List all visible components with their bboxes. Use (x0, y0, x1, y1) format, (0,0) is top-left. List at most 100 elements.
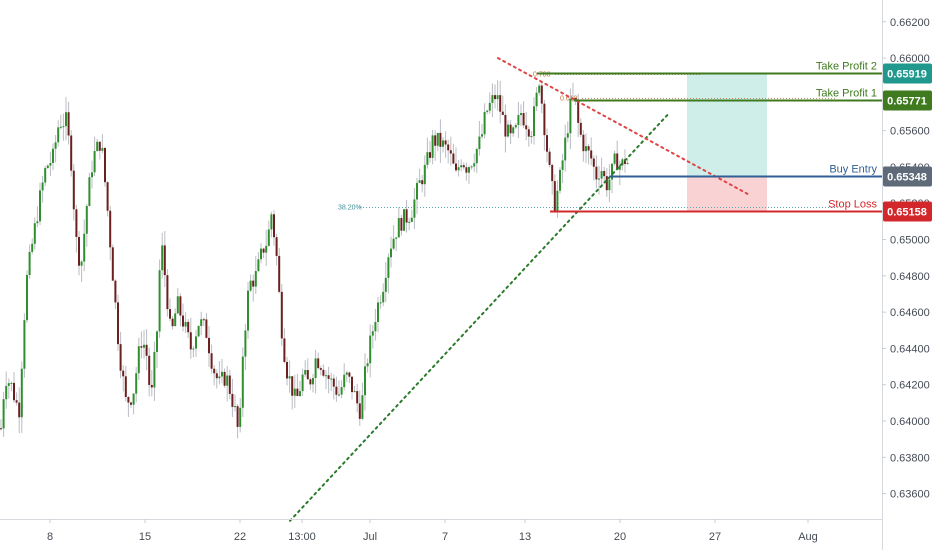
y-tick-label: 0.64400 (890, 343, 930, 355)
candle-body (325, 375, 327, 377)
candle-body (590, 150, 593, 159)
candle-body (241, 356, 244, 408)
trendline[interactable] (289, 113, 669, 522)
candle-body (158, 270, 161, 332)
candle-body (296, 388, 299, 397)
candle-body (104, 147, 106, 183)
candle-body (530, 136, 533, 138)
candle-body (574, 98, 577, 100)
candle-body (418, 180, 421, 183)
candle-body (361, 395, 364, 419)
candle-body (124, 376, 127, 397)
candle-body (150, 384, 153, 388)
candle-body (98, 141, 101, 151)
candle-body (187, 321, 190, 333)
candle-body (226, 375, 229, 386)
candle-body (153, 351, 156, 388)
candle-body (426, 152, 429, 165)
candle-body (400, 218, 403, 231)
candle-body (96, 141, 99, 152)
candle-body (18, 402, 21, 418)
candle-body (135, 373, 138, 394)
candle-body (468, 167, 470, 173)
profit-zone[interactable] (687, 72, 767, 177)
candle-body (366, 363, 369, 367)
candle-body (28, 251, 31, 275)
candle-body (156, 331, 158, 352)
candle-body (171, 318, 174, 327)
price-badge (883, 63, 932, 84)
candle-body (52, 148, 54, 163)
candle-body (397, 218, 400, 238)
time-axis[interactable]: 8 15 22 13:00 Jul 7 13 20 27 Aug (47, 519, 818, 543)
candlestick-series (0, 80, 629, 439)
candle-body (228, 375, 231, 394)
candle-body (611, 163, 613, 180)
candle-body (176, 296, 179, 314)
candle-body (130, 402, 132, 405)
candle-body (444, 140, 447, 145)
candle-body (140, 346, 143, 348)
candle-body (509, 124, 512, 134)
y-tick-label: 0.65000 (890, 235, 930, 247)
candle-body (189, 332, 192, 350)
candle-body (301, 374, 304, 392)
candle-body (559, 169, 561, 191)
candle-body (403, 209, 405, 231)
candle-body (278, 255, 281, 292)
trendline[interactable] (497, 57, 749, 196)
candle-body (538, 85, 541, 93)
candle-body (83, 233, 86, 262)
candle-body (598, 178, 600, 180)
candle-body (429, 152, 431, 158)
candle-body (210, 353, 213, 369)
level-label: Buy Entry (829, 164, 877, 176)
candle-body (356, 391, 359, 404)
loss-zone[interactable] (687, 176, 767, 211)
candle-body (390, 248, 392, 258)
candle-body (369, 335, 372, 364)
candle-body (543, 103, 546, 136)
candle-body (413, 199, 416, 218)
candle-body (309, 379, 312, 385)
candle-body (626, 162, 629, 164)
candle-body (460, 165, 463, 168)
candle-body (587, 146, 590, 151)
candle-body (205, 319, 208, 338)
candle-body (319, 368, 322, 370)
candle-body (208, 337, 210, 354)
candle-body (408, 221, 411, 223)
candle-body (57, 127, 60, 143)
candle-body (569, 98, 572, 134)
candle-body (616, 153, 619, 170)
candle-body (379, 302, 382, 304)
candle-body (364, 366, 366, 396)
candle-body (304, 370, 307, 375)
candle-body (41, 182, 44, 191)
x-tick-label: Aug (798, 531, 818, 543)
candle-body (613, 153, 616, 164)
candle-body (517, 115, 520, 126)
candle-body (421, 180, 424, 185)
candle-body (299, 391, 301, 397)
candle-body (314, 358, 317, 379)
x-tick-label: 15 (139, 531, 151, 543)
candle-body (72, 170, 75, 210)
fib-label: 38.20% (338, 205, 362, 212)
candle-body (585, 146, 587, 152)
candle-body (91, 172, 93, 178)
candle-body (449, 150, 452, 154)
long-position-tool[interactable] (687, 72, 767, 211)
candle-body (286, 361, 288, 379)
candle-body (252, 280, 255, 287)
price-badge-value: 0.65158 (887, 207, 927, 219)
candle-body (288, 376, 291, 379)
candle-body (335, 386, 338, 395)
candle-body (46, 165, 49, 169)
candle-body (291, 376, 294, 396)
y-tick-label: 0.66200 (890, 17, 930, 29)
candle-body (600, 171, 603, 179)
candle-body (605, 176, 608, 191)
x-tick-label: 20 (614, 531, 626, 543)
